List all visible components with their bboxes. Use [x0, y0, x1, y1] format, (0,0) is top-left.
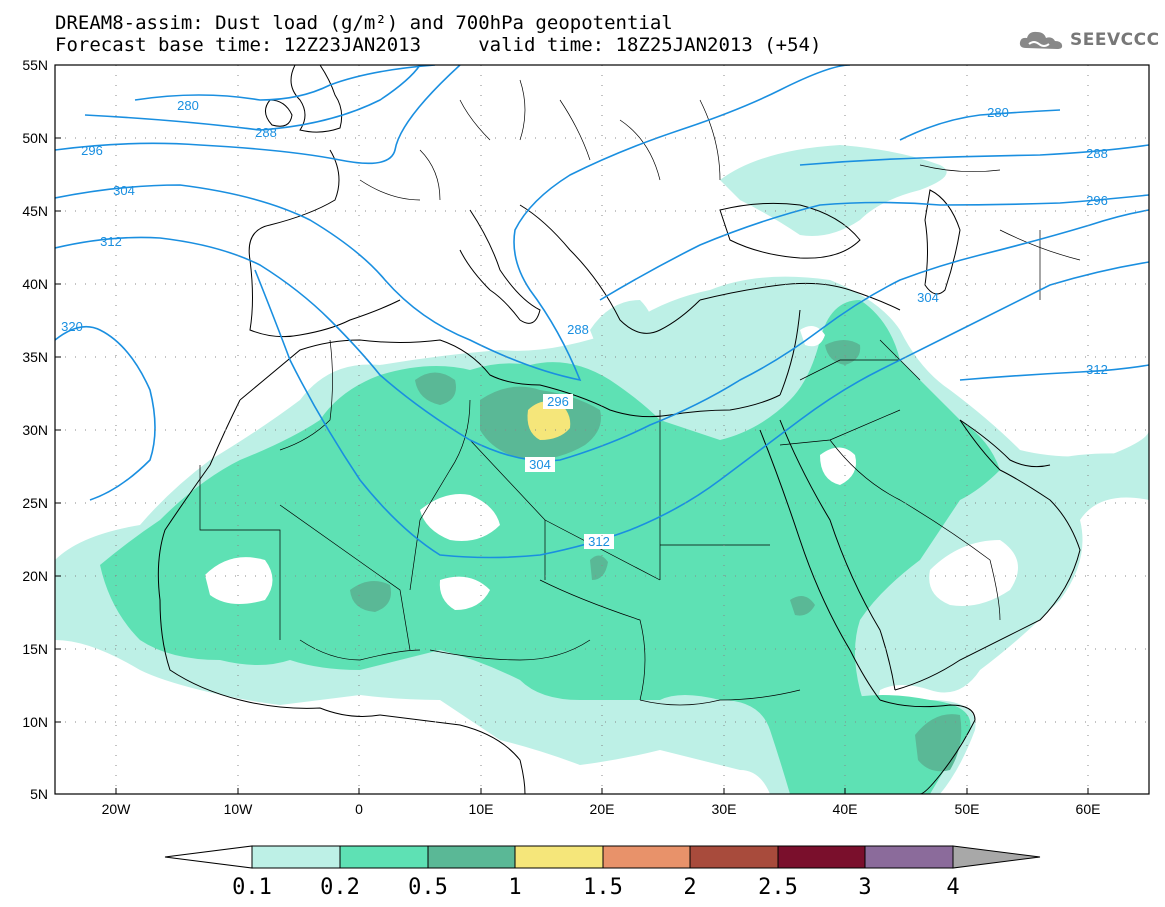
colorbar-swatch [603, 846, 690, 868]
lat-tick-label: 40N [22, 276, 48, 292]
contour-label: 312 [1086, 362, 1108, 377]
lat-tick-label: 50N [22, 130, 48, 146]
colorbar-over-triangle [952, 845, 1041, 869]
colorbar-label: 0.2 [320, 875, 360, 900]
contour-label: 288 [567, 322, 589, 337]
contour-label: 296 [81, 143, 103, 158]
lon-tick-label: 20E [590, 801, 615, 817]
contour-label: 288 [1086, 146, 1108, 161]
contour-label: 288 [255, 125, 277, 140]
lat-tick-label: 45N [22, 203, 48, 219]
colorbar-label: 3 [858, 875, 871, 900]
lon-tick-label: 60E [1076, 801, 1101, 817]
lat-tick-label: 25N [22, 495, 48, 511]
geopotential-contours [55, 65, 1149, 559]
coastlines [157, 65, 1081, 794]
colorbar-swatch [778, 846, 865, 868]
colorbar-label: 1 [508, 875, 521, 900]
contour-label: 280 [987, 105, 1009, 120]
lat-tick-label: 20N [22, 568, 48, 584]
colorbar-under-triangle [164, 845, 253, 869]
lat-tick-label: 15N [22, 641, 48, 657]
contour-label: 304 [529, 457, 551, 472]
lon-tick-label: 0 [355, 801, 363, 817]
colorbar-label: 0.5 [408, 875, 448, 900]
colorbar-swatch [690, 846, 778, 868]
lon-tick-label: 10E [469, 801, 494, 817]
lat-tick-label: 10N [22, 714, 48, 730]
contour-label: 320 [61, 319, 83, 334]
contour-label: 296 [547, 394, 569, 409]
map-title-line2: Forecast base time: 12Z23JAN2013 valid t… [55, 34, 822, 56]
dust-field-gaps [205, 326, 1018, 610]
colorbar-label: 2 [683, 875, 696, 900]
colorbar-label: 4 [946, 875, 959, 900]
colorbar-swatch [340, 846, 428, 868]
contour-label: 312 [588, 534, 610, 549]
contour-label: 296 [1086, 193, 1108, 208]
colorbar-swatch [515, 846, 603, 868]
logo-text: SEEVCCC [1070, 30, 1160, 50]
colorbar: 0.1 0.2 0.5 1 1.5 2 2.5 3 4 [164, 845, 1041, 900]
country-borders [199, 79, 1081, 706]
lat-tick-label: 55N [22, 57, 48, 73]
lon-tick-label: 10W [224, 801, 254, 817]
colorbar-label: 2.5 [758, 875, 798, 900]
map-panel: 280 288 296 304 312 320 280 288 296 304 … [55, 65, 1149, 794]
lat-tick-label: 35N [22, 349, 48, 365]
contour-label: 304 [917, 290, 939, 305]
colorbar-swatch [428, 846, 515, 868]
dust-field-peak [527, 401, 571, 440]
contour-label: 312 [100, 234, 122, 249]
colorbar-label: 1.5 [583, 875, 623, 900]
lon-tick-label: 40E [833, 801, 858, 817]
latitude-labels: 55N 50N 45N 40N 35N 30N 25N 20N 15N 10N … [22, 57, 48, 802]
colorbar-label: 0.1 [232, 875, 272, 900]
axis-ticks [55, 64, 1089, 795]
lat-tick-label: 30N [22, 422, 48, 438]
contour-label: 304 [113, 183, 135, 198]
colorbar-swatch [865, 846, 953, 868]
map-title-line1: DREAM8-assim: Dust load (g/m²) and 700hP… [55, 12, 673, 34]
contour-labels: 280 288 296 304 312 320 280 288 296 304 … [61, 98, 1108, 549]
longitude-labels: 20W 10W 0 10E 20E 30E 40E 50E 60E [102, 801, 1101, 817]
cloud-icon [1019, 31, 1063, 49]
colorbar-swatch [252, 846, 340, 868]
contour-label: 280 [177, 98, 199, 113]
seevccc-logo: SEEVCCC [1018, 26, 1160, 54]
lon-tick-label: 30E [712, 801, 737, 817]
lon-tick-label: 20W [102, 801, 132, 817]
lon-tick-label: 50E [955, 801, 980, 817]
lat-tick-label: 5N [30, 786, 48, 802]
